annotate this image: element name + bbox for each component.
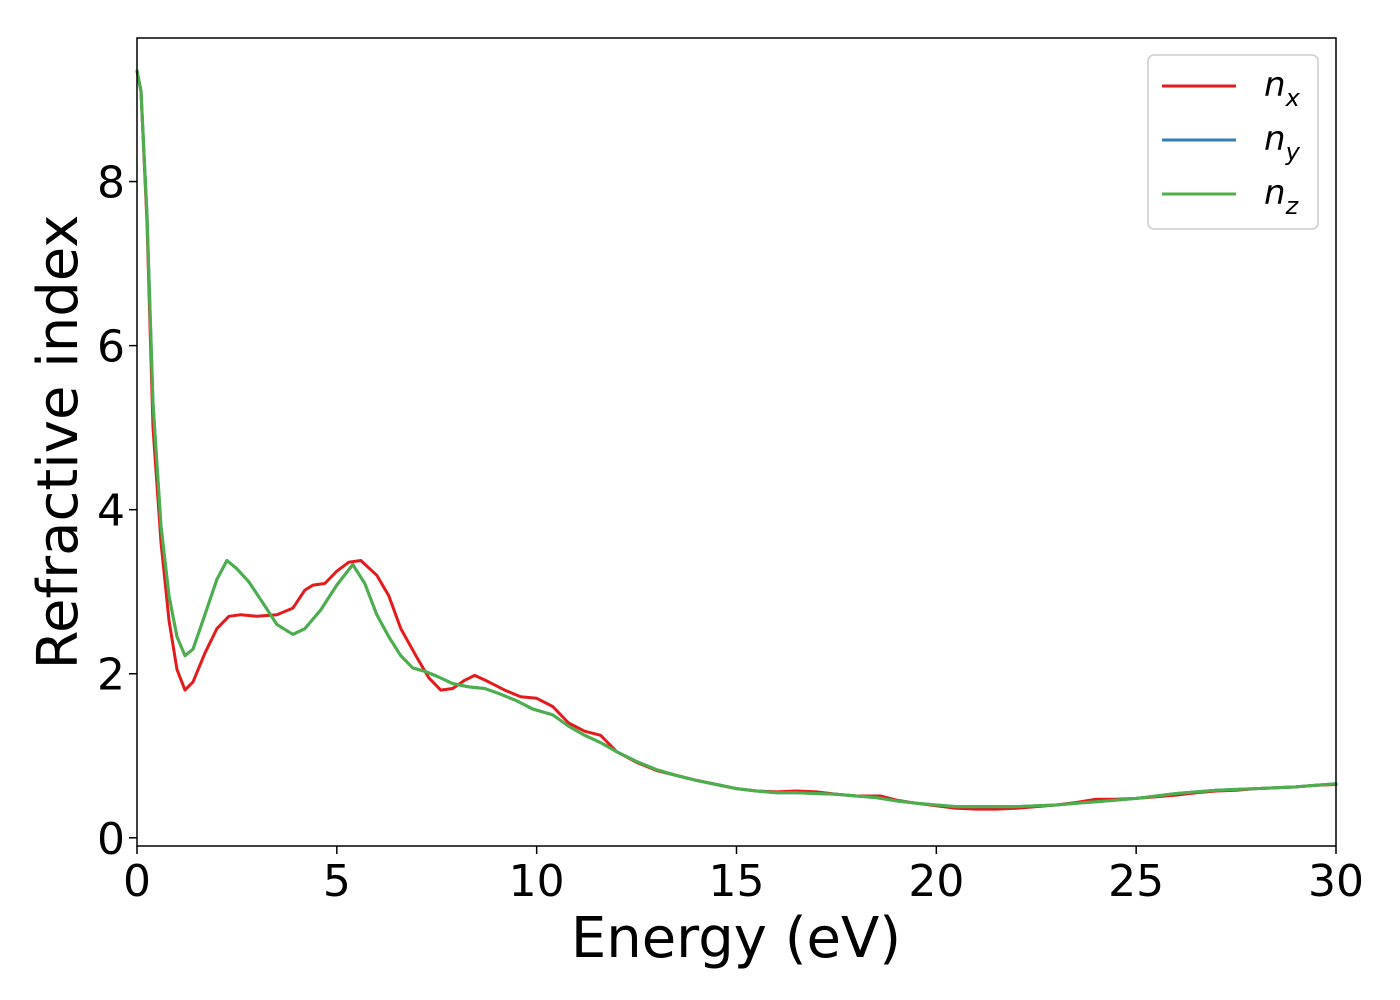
legend: nx ny nz: [1147, 54, 1319, 230]
y-tick-label: 8: [97, 158, 125, 209]
legend-entries: nx ny nz: [1162, 65, 1301, 220]
x-axis-label: Energy (eV): [571, 906, 901, 971]
y-tick-label: 2: [97, 650, 125, 701]
y-tick-label: 6: [97, 322, 125, 373]
series-line-nz: [135, 69, 1338, 809]
x-tick-label: 10: [509, 856, 565, 907]
legend-label-ny: ny: [1264, 119, 1301, 166]
plot-area: [137, 38, 1336, 846]
legend-label-nz: nz: [1264, 173, 1300, 220]
y-axis-ticks: 0 2 4 6 8: [97, 158, 137, 865]
series-layer: [135, 69, 1338, 811]
y-tick-label: 4: [97, 486, 125, 537]
x-tick-label: 20: [908, 856, 964, 907]
x-tick-label: 15: [709, 856, 765, 907]
y-tick-label: 0: [97, 814, 125, 865]
x-tick-label: 0: [123, 856, 151, 907]
legend-label-nx: nx: [1264, 65, 1301, 112]
x-tick-label: 30: [1308, 856, 1364, 907]
x-axis-ticks: 0 5 10 15 20 25 30: [123, 846, 1364, 907]
x-tick-label: 5: [323, 856, 351, 907]
x-tick-label: 25: [1108, 856, 1164, 907]
legend-box: [1147, 54, 1319, 230]
series-line-nx: [135, 69, 1338, 811]
y-axis-label: Refractive index: [26, 215, 91, 670]
